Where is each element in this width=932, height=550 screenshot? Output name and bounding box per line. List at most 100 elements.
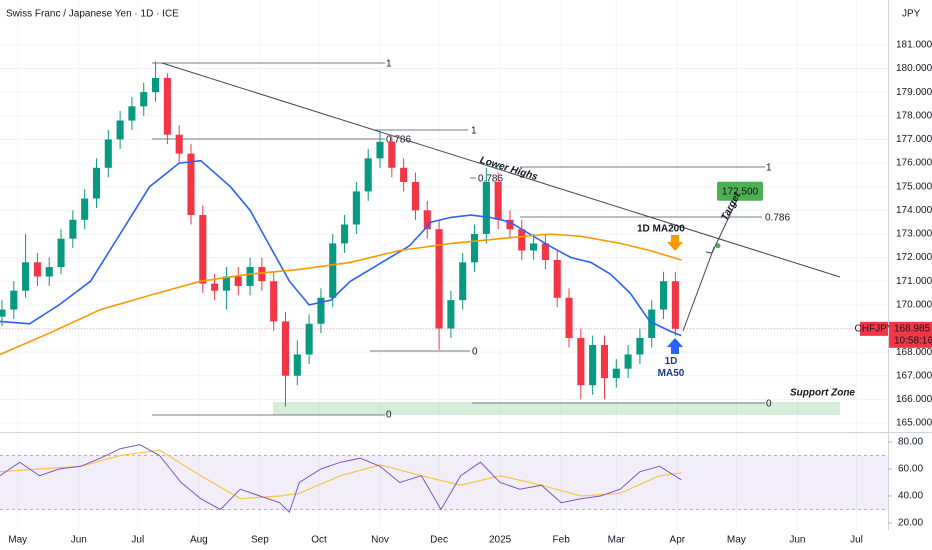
y-tick-label: 180.000 [896, 63, 932, 74]
candle-body [671, 281, 679, 329]
candle-body [199, 215, 207, 284]
candle-body [152, 77, 160, 93]
x-tick-label: Feb [553, 535, 571, 546]
candle-body [57, 238, 65, 268]
y-tick-label: 173.000 [896, 229, 932, 240]
candle-body [482, 181, 490, 234]
candle-body [305, 323, 313, 355]
price-plot: 172.500 [0, 61, 888, 407]
x-tick-label: Aug [190, 535, 208, 546]
candle-body [565, 297, 573, 338]
y-tick-label: 168.000 [896, 347, 932, 358]
y-tick-label: 175.000 [896, 181, 932, 192]
candle-body [81, 198, 89, 220]
y-tick-label: 179.000 [896, 87, 932, 98]
fib-label: 0.786 [386, 135, 411, 146]
candle-body [506, 219, 514, 230]
rsi-band [0, 455, 888, 510]
symbol-tag [860, 321, 888, 336]
countdown: 10:58:16 [894, 335, 932, 346]
candle-body [116, 120, 124, 140]
fib-lines [152, 62, 765, 416]
fib-label: 0 [386, 410, 392, 421]
fib-label: 1 [471, 126, 477, 137]
candle-body [234, 276, 242, 286]
candle-body [187, 153, 195, 216]
candle-body [22, 262, 30, 291]
price-tag [889, 321, 932, 348]
candle-body [364, 158, 372, 192]
chart-title: Swiss Franc / Japanese Yen · 1D · ICE [6, 9, 179, 20]
y-tick-label: 176.000 [896, 158, 932, 169]
candle-body [459, 262, 467, 301]
rsi-ma-line [0, 449, 682, 500]
fib-label: 0.786 [478, 174, 503, 185]
support-zone [273, 402, 840, 415]
symbol-label: CHFJPY [855, 323, 894, 334]
target-box [717, 181, 763, 201]
rsi-tick-label: 20.00 [898, 518, 923, 529]
candle-body [341, 224, 349, 244]
rsi-line [0, 444, 682, 514]
rsi-tick-label: 80.00 [898, 437, 923, 448]
candle-body [104, 139, 112, 168]
x-tick-label: Apr [670, 535, 686, 546]
candle-body [411, 181, 419, 211]
x-tick-label: Oct [311, 535, 327, 546]
ma50-label: 1D MA50 [657, 356, 685, 379]
candle-body [69, 219, 77, 239]
candle-body [33, 262, 41, 277]
candle-body [0, 309, 6, 317]
candle-body [128, 106, 136, 121]
ma-line [0, 233, 682, 356]
currency: JPY [902, 9, 921, 20]
y-tick-label: 177.000 [896, 134, 932, 145]
y-tick-label: 171.000 [896, 276, 932, 287]
rsi-tick-label: 60.00 [898, 464, 923, 475]
rsi-pane [0, 444, 888, 514]
candle-body [636, 337, 644, 355]
x-tick-label: Nov [371, 535, 389, 546]
candle-body [92, 167, 101, 199]
candle-body [45, 267, 53, 277]
candle-body [270, 281, 278, 322]
ma-line [0, 159, 682, 337]
support-label: Support Zone [790, 388, 855, 399]
y-tick-label: 165.000 [896, 418, 932, 429]
candle-body [447, 300, 455, 329]
candle-body [577, 337, 585, 386]
y-tick-label: 178.000 [896, 110, 932, 121]
candle-body [293, 354, 301, 376]
x-tick-label: Mar [608, 535, 626, 546]
y-tick-label: 166.000 [896, 394, 932, 405]
candle-body [600, 345, 609, 379]
y-tick-label: 170.000 [896, 299, 932, 310]
ma200-arrow [667, 235, 683, 251]
trend-line [161, 62, 841, 278]
price-label: 168.985 [894, 323, 931, 334]
candle-body [317, 297, 325, 324]
candle-body [211, 283, 219, 291]
x-tick-label: Jul [131, 535, 144, 546]
candle-body [400, 167, 408, 182]
candle-body [659, 281, 668, 310]
candle-body [589, 345, 597, 386]
target-point [715, 243, 721, 249]
x-tick-label: 2025 [489, 535, 512, 546]
candle-body [541, 243, 549, 260]
y-tick-label: 172.000 [896, 252, 932, 263]
fib-label: 0 [472, 347, 478, 358]
x-tick-label: Jul [850, 535, 863, 546]
candle-body [518, 229, 526, 251]
candle-body [352, 191, 360, 225]
candle-body [612, 368, 620, 379]
axes: 165.000166.000167.000168.000169.000170.0… [8, 40, 932, 546]
candle-body [10, 290, 18, 310]
fib-label: 1 [766, 163, 772, 174]
arrow-head [705, 246, 715, 254]
y-tick-label: 181.000 [896, 40, 932, 51]
candle-body [246, 267, 254, 286]
fib-label: 0 [766, 399, 772, 410]
candle-body [624, 354, 632, 369]
